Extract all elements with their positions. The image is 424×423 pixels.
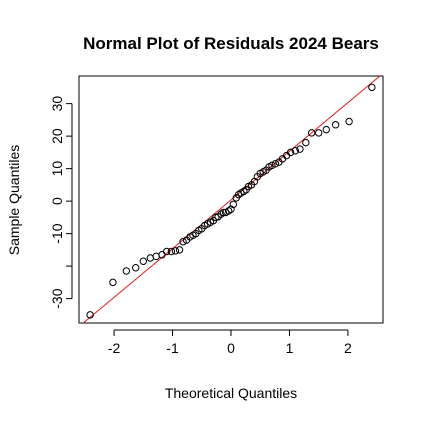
data-point — [345, 117, 353, 126]
y-axis-title: Sample Quantiles — [6, 145, 22, 256]
data-point — [179, 238, 187, 246]
data-point — [167, 247, 176, 256]
data-point — [368, 83, 376, 92]
x-tick-label: 2 — [344, 340, 352, 356]
y-tick-label: 0 — [49, 197, 65, 205]
reference-line-layer — [82, 76, 381, 323]
y-tick-label: 30 — [49, 96, 65, 112]
y-tick-label: -10 — [49, 223, 65, 243]
y-axis: -30 -10 0 10 20 30 — [49, 96, 73, 309]
x-tick-label: 0 — [227, 340, 235, 356]
y-tick-label: 10 — [49, 161, 65, 177]
points-layer — [86, 83, 376, 319]
data-point — [86, 311, 94, 319]
x-axis-title: Theoretical Quantiles — [165, 385, 297, 401]
data-point — [291, 147, 300, 155]
data-point — [219, 208, 228, 217]
data-point — [240, 187, 248, 196]
data-point — [171, 247, 180, 255]
data-point — [314, 129, 323, 137]
data-point — [331, 121, 340, 129]
data-point — [234, 190, 243, 199]
data-point — [139, 257, 148, 265]
data-point — [224, 207, 233, 215]
chart-title: Normal Plot of Residuals 2024 Bears — [83, 34, 379, 53]
data-point — [307, 129, 316, 137]
data-point — [296, 145, 304, 153]
data-point — [109, 278, 117, 287]
plot-frame — [78, 75, 384, 324]
x-tick-label: -2 — [108, 340, 121, 356]
data-point — [322, 125, 330, 134]
data-point — [286, 148, 295, 157]
data-point — [162, 247, 171, 256]
x-tick-label: -1 — [166, 340, 179, 356]
y-tick-label: 20 — [49, 128, 65, 144]
data-point — [122, 267, 131, 275]
y-tick-label: -30 — [49, 288, 65, 308]
x-tick-label: 1 — [286, 340, 294, 356]
data-point — [175, 246, 184, 254]
data-point — [217, 210, 225, 218]
data-point — [302, 138, 310, 147]
data-point — [229, 200, 238, 209]
data-point — [268, 161, 276, 170]
data-point — [271, 160, 280, 168]
x-axis: -2 -1 0 1 2 — [108, 329, 352, 356]
qq-reference-line — [82, 76, 381, 323]
data-point — [132, 264, 140, 272]
